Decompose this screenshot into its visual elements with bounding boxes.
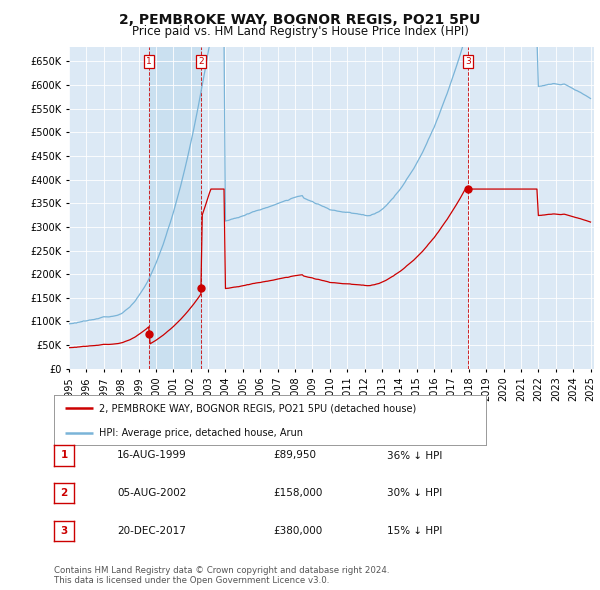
Text: 2: 2 (198, 57, 204, 66)
Text: 1: 1 (61, 451, 68, 460)
Text: 20-DEC-2017: 20-DEC-2017 (117, 526, 186, 536)
Text: HPI: Average price, detached house, Arun: HPI: Average price, detached house, Arun (100, 428, 304, 438)
Text: Contains HM Land Registry data © Crown copyright and database right 2024.
This d: Contains HM Land Registry data © Crown c… (54, 566, 389, 585)
Text: 2, PEMBROKE WAY, BOGNOR REGIS, PO21 5PU (detached house): 2, PEMBROKE WAY, BOGNOR REGIS, PO21 5PU … (100, 404, 416, 414)
Text: 2, PEMBROKE WAY, BOGNOR REGIS, PO21 5PU: 2, PEMBROKE WAY, BOGNOR REGIS, PO21 5PU (119, 13, 481, 27)
Text: 36% ↓ HPI: 36% ↓ HPI (387, 451, 442, 460)
Text: £89,950: £89,950 (273, 451, 316, 460)
Text: 3: 3 (61, 526, 68, 536)
Text: 30% ↓ HPI: 30% ↓ HPI (387, 489, 442, 498)
Text: £380,000: £380,000 (273, 526, 322, 536)
Bar (149, 47, 201, 369)
Text: 05-AUG-2002: 05-AUG-2002 (117, 489, 187, 498)
Text: 15% ↓ HPI: 15% ↓ HPI (387, 526, 442, 536)
Text: 2: 2 (61, 489, 68, 498)
Text: 3: 3 (466, 57, 471, 66)
Text: £158,000: £158,000 (273, 489, 322, 498)
Text: Price paid vs. HM Land Registry's House Price Index (HPI): Price paid vs. HM Land Registry's House … (131, 25, 469, 38)
Text: 16-AUG-1999: 16-AUG-1999 (117, 451, 187, 460)
Text: 1: 1 (146, 57, 152, 66)
